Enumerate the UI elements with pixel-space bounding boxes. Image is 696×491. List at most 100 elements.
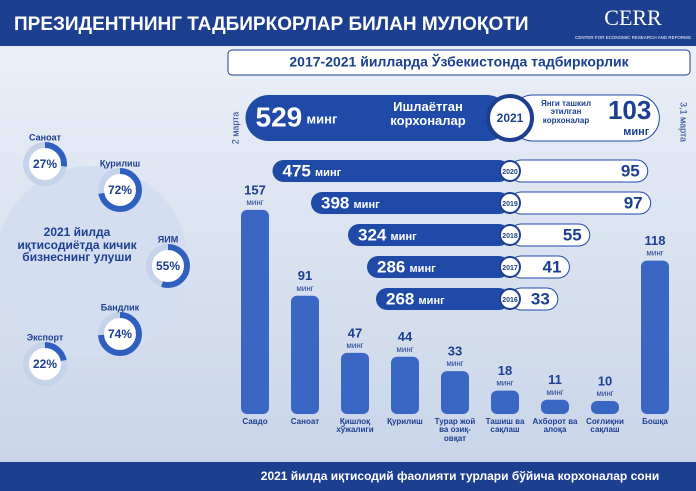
gauge-value: 27%: [33, 157, 57, 171]
unit-label: минг: [354, 199, 381, 211]
legend-new-box: Янги ташкил этилган корхоналар: [540, 100, 592, 125]
new-value: 41: [543, 257, 562, 276]
sector-bar: [591, 401, 619, 414]
operating-value: 398: [321, 193, 349, 212]
gauge-arc: [146, 244, 190, 288]
sector-name: Ташиш ва сақлаш: [485, 418, 525, 435]
gauge-name: Экспорт: [27, 332, 64, 342]
gauge-value: 55%: [156, 259, 180, 273]
gauge-title-box: 2021 йилда иқтисодиётда кичик бизнеснинг…: [17, 226, 137, 265]
sector-name: Турар жой ва озиқ-овқат: [434, 418, 476, 443]
year-label: 2020: [502, 169, 518, 176]
annotation: 2 марта: [230, 112, 240, 145]
operating-bar: [245, 95, 510, 141]
sector-bar: [541, 399, 569, 414]
unit-label: минг: [307, 111, 338, 126]
sector-name: Савдо: [242, 418, 268, 426]
sector-value: 18: [498, 363, 512, 378]
new-value: 103: [608, 95, 651, 125]
sector-value: 33: [448, 344, 462, 359]
operating-bar: [348, 224, 510, 246]
new-value: 55: [563, 225, 582, 244]
sector-name: Соғлиқни сақлаш: [586, 418, 624, 435]
year-label: 2016: [502, 297, 518, 304]
sector-name-box: Қишлоқ хўжалиги: [336, 418, 374, 435]
gauge-name: Бандлик: [101, 302, 140, 312]
new-value: 95: [621, 161, 640, 180]
sector-bar: [641, 260, 669, 414]
sector-value: 157: [244, 182, 266, 197]
unit-label: минг: [410, 263, 437, 275]
sector-name: Саноат: [290, 418, 320, 426]
unit-label: минг: [646, 249, 663, 258]
gauge-arc: [23, 342, 67, 386]
sector-value: 91: [298, 268, 312, 283]
sector-name: Ахборот ва алоқа: [532, 418, 578, 435]
unit-label: минг: [315, 167, 342, 179]
gauge-backdrop: [0, 166, 188, 358]
sector-bar: [341, 352, 369, 414]
bar-chart-title: 2021 йилда иқтисодий фаолияти турлари бў…: [261, 469, 659, 483]
new-value: 97: [624, 193, 643, 212]
gauge-value: 72%: [108, 183, 132, 197]
sector-bar: [441, 371, 469, 414]
legend-operating-box: Ишлаётган корхоналар: [390, 100, 465, 127]
sector-bar: [391, 356, 419, 414]
sector-name: Қурилиш: [387, 418, 423, 426]
sector-bar: [241, 209, 269, 414]
unit-label: минг: [246, 198, 263, 207]
sector-value: 10: [598, 373, 612, 388]
sector-value: 47: [348, 325, 362, 340]
operating-value: 529: [256, 101, 303, 132]
sector-name-box: Савдо: [242, 418, 268, 426]
unit-label: минг: [419, 295, 446, 307]
operating-value: 475: [283, 161, 311, 180]
year-label: 2019: [502, 201, 518, 208]
sector-name-box: Соғлиқни сақлаш: [586, 418, 624, 435]
operating-value: 286: [377, 257, 405, 276]
unit-label: минг: [496, 379, 513, 388]
year-label: 2017: [502, 265, 518, 272]
sector-value: 44: [398, 329, 413, 344]
sector-bar: [491, 390, 519, 414]
unit-label: минг: [596, 389, 613, 398]
unit-label: минг: [623, 126, 650, 138]
header-bar: [0, 0, 696, 46]
year-label: 2018: [502, 233, 518, 240]
logo: CERR: [604, 5, 662, 30]
new-value: 33: [531, 289, 550, 308]
sector-name: Бошқа: [642, 418, 668, 426]
unit-label: минг: [296, 284, 313, 293]
gauge-arc: [98, 168, 142, 212]
gauge-arc: [98, 312, 142, 356]
operating-value: 324: [358, 225, 387, 244]
year-circle: [499, 288, 521, 310]
year-circle: [499, 256, 521, 278]
year-circle: [499, 192, 521, 214]
unit-label: минг: [346, 341, 363, 350]
operating-value: 268: [386, 289, 414, 308]
operating-bar: [367, 256, 510, 278]
gauge-name: Саноат: [29, 132, 62, 142]
sector-value: 118: [645, 233, 666, 248]
gauge-value: 22%: [33, 357, 57, 371]
unit-label: минг: [446, 359, 463, 368]
gauge-value: 74%: [108, 327, 132, 341]
unit-label: минг: [396, 345, 413, 354]
sector-name-box: Бошқа: [642, 418, 668, 426]
gauge-name: Қурилиш: [100, 158, 140, 168]
year-circle: [486, 94, 534, 142]
sector-name-box: Турар жой ва озиқ-овқат: [434, 418, 476, 443]
year-circle: [499, 160, 521, 182]
sector-bar: [291, 295, 319, 414]
footer-bar: [0, 462, 696, 491]
sector-name: Қишлоқ хўжалиги: [336, 418, 374, 435]
gauge-title: 2021 йилда иқтисодиётда кичик бизнеснинг…: [17, 226, 137, 265]
year-label: 2021: [497, 111, 524, 125]
annotation: 3,1 марта: [679, 102, 689, 142]
year-circle: [499, 224, 521, 246]
logo-sub: CENTER FOR ECONOMIC RESEARCH AND REFORMS: [575, 35, 691, 40]
legend-new: Янги ташкил этилган корхоналар: [540, 100, 592, 125]
gauge-name: ЯИМ: [158, 234, 178, 244]
